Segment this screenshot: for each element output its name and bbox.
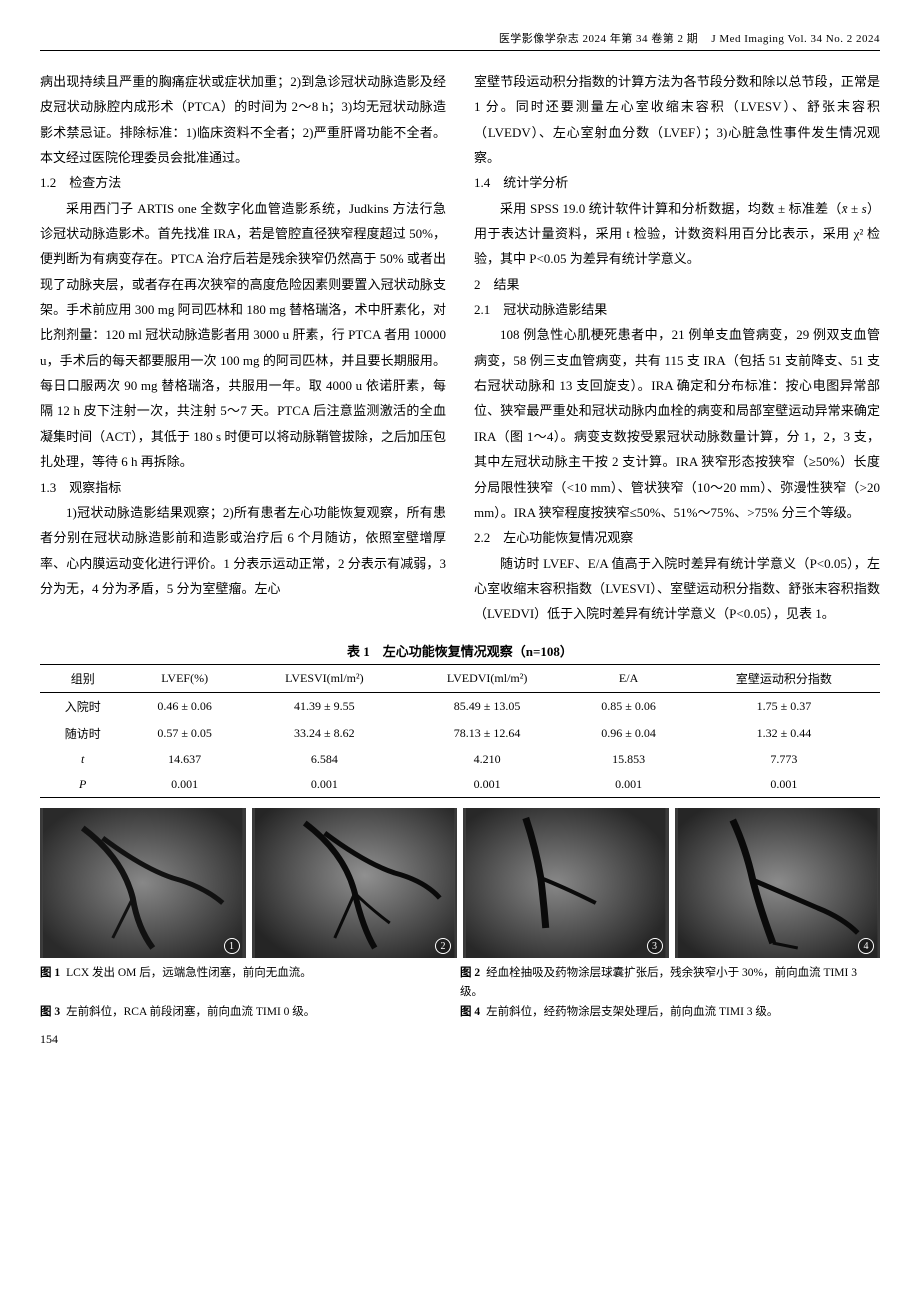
- sec-1-2: 1.2 检查方法: [40, 170, 446, 195]
- sec-2-2: 2.2 左心功能恢复情况观察: [474, 525, 880, 550]
- td: 7.773: [688, 747, 880, 772]
- th-3: LVEDVI(ml/m²): [405, 664, 570, 692]
- right-column: 室壁节段运动积分指数的计算方法为各节段分数和除以总节段，正常是 1 分。同时还要…: [474, 69, 880, 627]
- td: 0.57 ± 0.05: [125, 720, 243, 747]
- left-column: 病出现持续且严重的胸痛症状或症状加重；2)到急诊冠状动脉造影及经皮冠状动脉腔内成…: [40, 69, 446, 627]
- caption-2: 图 2经血栓抽吸及药物涂层球囊扩张后，残余狭窄小于 30%，前向血流 TIMI …: [460, 964, 880, 1003]
- td: 15.853: [569, 747, 687, 772]
- right-p14: 采用 SPSS 19.0 统计软件计算和分析数据，均数 ± 标准差（x̄ ± s…: [474, 196, 880, 272]
- page-number: 154: [40, 1032, 880, 1047]
- td: 0.85 ± 0.06: [569, 692, 687, 720]
- table-row: 随访时 0.57 ± 0.05 33.24 ± 8.62 78.13 ± 12.…: [40, 720, 880, 747]
- th-0: 组别: [40, 664, 125, 692]
- table-title-text: 表 1 左心功能恢复情况观察（n=108）: [347, 644, 573, 659]
- figure-1: 1: [40, 808, 246, 958]
- journal-header: 医学影像学杂志 2024 年第 34 卷第 2 期 J Med Imaging …: [40, 30, 880, 51]
- th-5: 室壁运动积分指数: [688, 664, 880, 692]
- p14a: 采用 SPSS 19.0 统计软件计算和分析数据，均数 ± 标准差（: [500, 201, 842, 216]
- cap-text: 左前斜位，RCA 前段闭塞，前向血流 TIMI 0 级。: [66, 1006, 315, 1018]
- p-label: P: [79, 777, 86, 791]
- right-p22: 随访时 LVEF、E/A 值高于入院时差异有统计学意义（P<0.05），左心室收…: [474, 551, 880, 627]
- pm: ±: [847, 201, 861, 216]
- td: 0.001: [405, 772, 570, 798]
- cap-label: 图 2: [460, 967, 480, 979]
- td: 0.001: [125, 772, 243, 798]
- cap-label: 图 4: [460, 1006, 480, 1018]
- figure-4: 4: [675, 808, 881, 958]
- left-p13: 1)冠状动脉造影结果观察；2)所有患者左心功能恢复观察，所有患者分别在冠状动脉造…: [40, 500, 446, 601]
- right-p21: 108 例急性心肌梗死患者中，21 例单支血管病变，29 例双支血管病变，58 …: [474, 322, 880, 525]
- th-4: E/A: [569, 664, 687, 692]
- th-2: LVESVI(ml/m²): [244, 664, 405, 692]
- cap-text: 经血栓抽吸及药物涂层球囊扩张后，残余狭窄小于 30%，前向血流 TIMI 3 级…: [460, 967, 857, 999]
- cap-text: 左前斜位，经药物涂层支架处理后，前向血流 TIMI 3 级。: [486, 1006, 778, 1018]
- right-pcont: 室壁节段运动积分指数的计算方法为各节段分数和除以总节段，正常是 1 分。同时还要…: [474, 69, 880, 170]
- td: 0.001: [569, 772, 687, 798]
- td: 85.49 ± 13.05: [405, 692, 570, 720]
- journal-en: J Med Imaging Vol. 34 No. 2 2024: [711, 33, 880, 45]
- body-columns: 病出现持续且严重的胸痛症状或症状加重；2)到急诊冠状动脉造影及经皮冠状动脉腔内成…: [40, 69, 880, 627]
- caption-4: 图 4 左前斜位，经药物涂层支架处理后，前向血流 TIMI 3 级。: [460, 1003, 880, 1023]
- td: 入院时: [40, 692, 125, 720]
- td: 6.584: [244, 747, 405, 772]
- td: 4.210: [405, 747, 570, 772]
- sec-1-4: 1.4 统计学分析: [474, 170, 880, 195]
- fig-num-1: 1: [224, 938, 240, 954]
- sec-2: 2 结果: [474, 272, 880, 297]
- fig-num-4: 4: [858, 938, 874, 954]
- table-row: P 0.001 0.001 0.001 0.001 0.001: [40, 772, 880, 798]
- td: 33.24 ± 8.62: [244, 720, 405, 747]
- t-label: t: [81, 752, 84, 766]
- left-p1: 病出现持续且严重的胸痛症状或症状加重；2)到急诊冠状动脉造影及经皮冠状动脉腔内成…: [40, 69, 446, 170]
- table-header-row: 组别 LVEF(%) LVESVI(ml/m²) LVEDVI(ml/m²) E…: [40, 664, 880, 692]
- td: P: [40, 772, 125, 798]
- table-row: t 14.637 6.584 4.210 15.853 7.773: [40, 747, 880, 772]
- td: 0.96 ± 0.04: [569, 720, 687, 747]
- sec-1-3: 1.3 观察指标: [40, 475, 446, 500]
- journal-cn: 医学影像学杂志 2024 年第 34 卷第 2 期: [499, 33, 699, 45]
- td: 14.637: [125, 747, 243, 772]
- table-row: 入院时 0.46 ± 0.06 41.39 ± 9.55 85.49 ± 13.…: [40, 692, 880, 720]
- figure-2: 2: [252, 808, 458, 958]
- fig-num-2: 2: [435, 938, 451, 954]
- caption-1: 图 1 LCX 发出 OM 后，远端急性闭塞，前向无血流。: [40, 964, 460, 1003]
- td: 0.001: [244, 772, 405, 798]
- td: 78.13 ± 12.64: [405, 720, 570, 747]
- fig-num-3: 3: [647, 938, 663, 954]
- td: 1.32 ± 0.44: [688, 720, 880, 747]
- td: 随访时: [40, 720, 125, 747]
- td: 0.46 ± 0.06: [125, 692, 243, 720]
- td: 1.75 ± 0.37: [688, 692, 880, 720]
- cap-label: 图 3: [40, 1006, 60, 1018]
- caption-3: 图 3 左前斜位，RCA 前段闭塞，前向血流 TIMI 0 级。: [40, 1003, 460, 1023]
- figure-3: 3: [463, 808, 669, 958]
- figure-captions: 图 1 LCX 发出 OM 后，远端急性闭塞，前向无血流。 图 2经血栓抽吸及药物…: [40, 964, 880, 1023]
- table-title: 表 1 左心功能恢复情况观察（n=108）: [40, 641, 880, 660]
- th-1: LVEF(%): [125, 664, 243, 692]
- left-p12: 采用西门子 ARTIS one 全数字化血管造影系统，Judkins 方法行急诊…: [40, 196, 446, 475]
- cap-label: 图 1: [40, 967, 60, 979]
- td: t: [40, 747, 125, 772]
- td: 41.39 ± 9.55: [244, 692, 405, 720]
- figure-row: 1 2 3 4: [40, 808, 880, 958]
- cap-text: LCX 发出 OM 后，远端急性闭塞，前向无血流。: [66, 967, 312, 979]
- table-1: 组别 LVEF(%) LVESVI(ml/m²) LVEDVI(ml/m²) E…: [40, 664, 880, 798]
- td: 0.001: [688, 772, 880, 798]
- sec-2-1: 2.1 冠状动脉造影结果: [474, 297, 880, 322]
